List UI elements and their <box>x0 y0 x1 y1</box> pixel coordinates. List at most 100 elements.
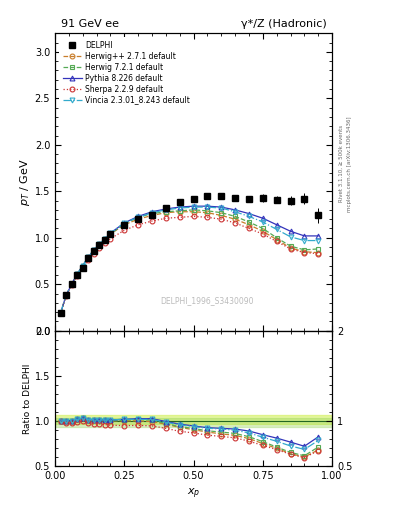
Herwig++ 2.7.1 default <box>122 222 127 228</box>
Herwig 7.2.1 default <box>288 243 293 249</box>
Vincia 2.3.01_8.243 default <box>75 271 79 277</box>
Herwig 7.2.1 default <box>219 209 224 216</box>
Herwig++ 2.7.1 default <box>302 249 307 255</box>
Herwig++ 2.7.1 default <box>69 281 74 287</box>
Pythia 8.226 default <box>219 204 224 210</box>
Herwig++ 2.7.1 default <box>103 236 107 242</box>
Vincia 2.3.01_8.243 default <box>86 254 91 261</box>
X-axis label: $x_p$: $x_p$ <box>187 486 200 501</box>
Vincia 2.3.01_8.243 default <box>247 214 252 220</box>
Herwig++ 2.7.1 default <box>233 216 237 222</box>
Pythia 8.226 default <box>205 203 210 209</box>
Herwig++ 2.7.1 default <box>86 254 91 261</box>
Vincia 2.3.01_8.243 default <box>136 214 141 220</box>
Sherpa 2.2.9 default <box>233 220 237 226</box>
Herwig 7.2.1 default <box>205 208 210 214</box>
Bar <box>55 415 332 423</box>
Herwig 7.2.1 default <box>92 247 96 253</box>
Vincia 2.3.01_8.243 default <box>219 205 224 211</box>
Sherpa 2.2.9 default <box>247 225 252 231</box>
Pythia 8.226 default <box>177 204 182 210</box>
Vincia 2.3.01_8.243 default <box>288 234 293 240</box>
Sherpa 2.2.9 default <box>103 240 107 246</box>
Vincia 2.3.01_8.243 default <box>108 230 113 236</box>
Pythia 8.226 default <box>103 236 107 242</box>
Text: γ*/Z (Hadronic): γ*/Z (Hadronic) <box>241 19 327 29</box>
Pythia 8.226 default <box>274 222 279 228</box>
Herwig 7.2.1 default <box>191 207 196 213</box>
Sherpa 2.2.9 default <box>163 215 168 221</box>
Herwig 7.2.1 default <box>247 219 252 225</box>
Herwig 7.2.1 default <box>261 225 265 231</box>
Pythia 8.226 default <box>302 233 307 239</box>
Herwig++ 2.7.1 default <box>163 209 168 216</box>
Vincia 2.3.01_8.243 default <box>103 236 107 242</box>
Sherpa 2.2.9 default <box>288 246 293 252</box>
Herwig++ 2.7.1 default <box>150 212 154 219</box>
Sherpa 2.2.9 default <box>97 245 102 251</box>
Herwig 7.2.1 default <box>103 236 107 242</box>
Line: Herwig++ 2.7.1 default: Herwig++ 2.7.1 default <box>58 209 321 315</box>
Line: Vincia 2.3.01_8.243 default: Vincia 2.3.01_8.243 default <box>58 205 321 315</box>
Text: 91 GeV ee: 91 GeV ee <box>61 19 119 29</box>
Vincia 2.3.01_8.243 default <box>64 292 68 298</box>
Pythia 8.226 default <box>288 228 293 234</box>
Herwig++ 2.7.1 default <box>205 209 210 216</box>
Herwig 7.2.1 default <box>136 214 141 220</box>
Line: Sherpa 2.2.9 default: Sherpa 2.2.9 default <box>58 214 321 315</box>
Sherpa 2.2.9 default <box>219 216 224 222</box>
Herwig 7.2.1 default <box>64 292 68 298</box>
Herwig++ 2.7.1 default <box>274 237 279 243</box>
Pythia 8.226 default <box>163 206 168 212</box>
Sherpa 2.2.9 default <box>261 231 265 237</box>
Pythia 8.226 default <box>150 209 154 215</box>
Sherpa 2.2.9 default <box>205 214 210 220</box>
Herwig++ 2.7.1 default <box>108 231 113 237</box>
Line: Pythia 8.226 default: Pythia 8.226 default <box>58 204 321 315</box>
Herwig 7.2.1 default <box>108 231 113 237</box>
Pythia 8.226 default <box>58 310 63 316</box>
Herwig++ 2.7.1 default <box>288 245 293 251</box>
Pythia 8.226 default <box>92 247 96 253</box>
Vincia 2.3.01_8.243 default <box>316 238 321 244</box>
Herwig 7.2.1 default <box>81 263 85 269</box>
Sherpa 2.2.9 default <box>191 214 196 220</box>
Vincia 2.3.01_8.243 default <box>58 310 63 316</box>
Pythia 8.226 default <box>122 220 127 226</box>
Vincia 2.3.01_8.243 default <box>261 219 265 225</box>
Sherpa 2.2.9 default <box>122 227 127 233</box>
Herwig++ 2.7.1 default <box>58 310 63 316</box>
Herwig++ 2.7.1 default <box>191 209 196 215</box>
Vincia 2.3.01_8.243 default <box>81 263 85 269</box>
Sherpa 2.2.9 default <box>316 250 321 257</box>
Vincia 2.3.01_8.243 default <box>92 247 96 253</box>
Herwig 7.2.1 default <box>150 210 154 217</box>
Line: Herwig 7.2.1 default: Herwig 7.2.1 default <box>58 207 321 315</box>
Herwig 7.2.1 default <box>163 209 168 215</box>
Text: Rivet 3.1.10, ≥ 500k events: Rivet 3.1.10, ≥ 500k events <box>339 125 344 202</box>
Vincia 2.3.01_8.243 default <box>177 205 182 211</box>
Pythia 8.226 default <box>191 203 196 209</box>
Herwig 7.2.1 default <box>86 254 91 261</box>
Vincia 2.3.01_8.243 default <box>274 226 279 232</box>
Herwig++ 2.7.1 default <box>316 249 321 255</box>
Pythia 8.226 default <box>81 263 85 269</box>
Sherpa 2.2.9 default <box>302 249 307 255</box>
Sherpa 2.2.9 default <box>136 222 141 228</box>
Herwig++ 2.7.1 default <box>261 228 265 234</box>
Y-axis label: Ratio to DELPHI: Ratio to DELPHI <box>23 363 32 434</box>
Pythia 8.226 default <box>316 233 321 239</box>
Pythia 8.226 default <box>136 214 141 220</box>
Pythia 8.226 default <box>233 207 237 213</box>
Sherpa 2.2.9 default <box>75 273 79 279</box>
Herwig++ 2.7.1 default <box>97 241 102 247</box>
Sherpa 2.2.9 default <box>150 218 154 224</box>
Sherpa 2.2.9 default <box>64 293 68 300</box>
Pythia 8.226 default <box>86 254 91 261</box>
Herwig++ 2.7.1 default <box>247 222 252 228</box>
Legend: DELPHI, Herwig++ 2.7.1 default, Herwig 7.2.1 default, Pythia 8.226 default, Sher: DELPHI, Herwig++ 2.7.1 default, Herwig 7… <box>59 37 193 108</box>
Vincia 2.3.01_8.243 default <box>302 238 307 244</box>
Sherpa 2.2.9 default <box>108 236 113 242</box>
Vincia 2.3.01_8.243 default <box>69 281 74 287</box>
Vincia 2.3.01_8.243 default <box>163 207 168 213</box>
